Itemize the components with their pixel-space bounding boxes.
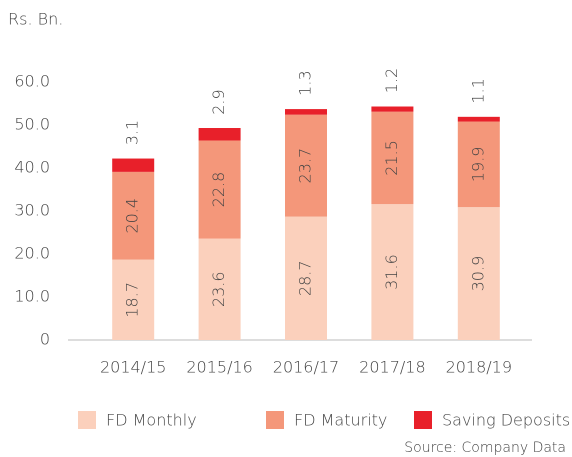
data-label: 31.6 xyxy=(382,254,401,290)
y-tick-label: 50.0 xyxy=(14,115,50,134)
bar-segment xyxy=(112,171,155,260)
x-tick-label: 2014/15 xyxy=(100,358,166,377)
bar-segment xyxy=(457,116,500,122)
legend-swatch xyxy=(266,411,284,429)
y-tick-label: 30.0 xyxy=(14,201,50,220)
bar-segment xyxy=(371,111,414,205)
legend-swatch xyxy=(414,411,432,429)
y-tick-label: 0 xyxy=(40,330,50,349)
y-tick-label: 40.0 xyxy=(14,158,50,177)
legend-label: FD Monthly xyxy=(106,411,197,430)
data-label: 1.3 xyxy=(296,70,315,95)
data-label: 18.7 xyxy=(123,282,142,318)
x-tick-label: 2017/18 xyxy=(359,358,425,377)
bar-segment xyxy=(371,204,414,340)
legend-label: FD Maturity xyxy=(294,411,387,430)
data-label: 19.9 xyxy=(468,147,487,183)
bar-segment xyxy=(285,109,327,115)
x-tick-label: 2016/17 xyxy=(273,358,339,377)
legend-label: Saving Deposits xyxy=(442,411,570,430)
bar-segment xyxy=(112,158,155,172)
y-tick-label: 10.0 xyxy=(14,287,50,306)
y-tick-label: 20.0 xyxy=(14,244,50,263)
x-tick-label: 2015/16 xyxy=(186,358,252,377)
bar-segment xyxy=(457,121,500,208)
data-label: 30.9 xyxy=(468,256,487,292)
data-label: 23.6 xyxy=(209,271,228,307)
data-label: 28.7 xyxy=(296,260,315,296)
data-label: 23.7 xyxy=(296,148,315,184)
bar-segment xyxy=(112,259,155,340)
data-label: 21.5 xyxy=(382,140,401,176)
y-tick-label: 60.0 xyxy=(14,72,50,91)
data-label: 3.1 xyxy=(123,120,142,145)
source: Source: Company Data xyxy=(404,440,566,456)
data-label: 1.1 xyxy=(468,78,487,103)
bar-segment xyxy=(371,106,414,112)
data-label: 20.4 xyxy=(123,198,142,234)
bar-segment xyxy=(198,238,241,340)
data-label: 22.8 xyxy=(209,172,228,208)
y-axis-label: Rs. Bn. xyxy=(8,10,63,29)
bar-segment xyxy=(198,128,241,141)
bar-segment xyxy=(457,207,500,340)
data-label: 2.9 xyxy=(209,89,228,114)
data-label: 1.2 xyxy=(382,68,401,93)
bar-segment xyxy=(285,114,327,217)
bar-segment xyxy=(198,140,241,239)
bar-segment xyxy=(285,216,327,340)
legend-swatch xyxy=(78,411,96,429)
x-tick-label: 2018/19 xyxy=(446,358,512,377)
